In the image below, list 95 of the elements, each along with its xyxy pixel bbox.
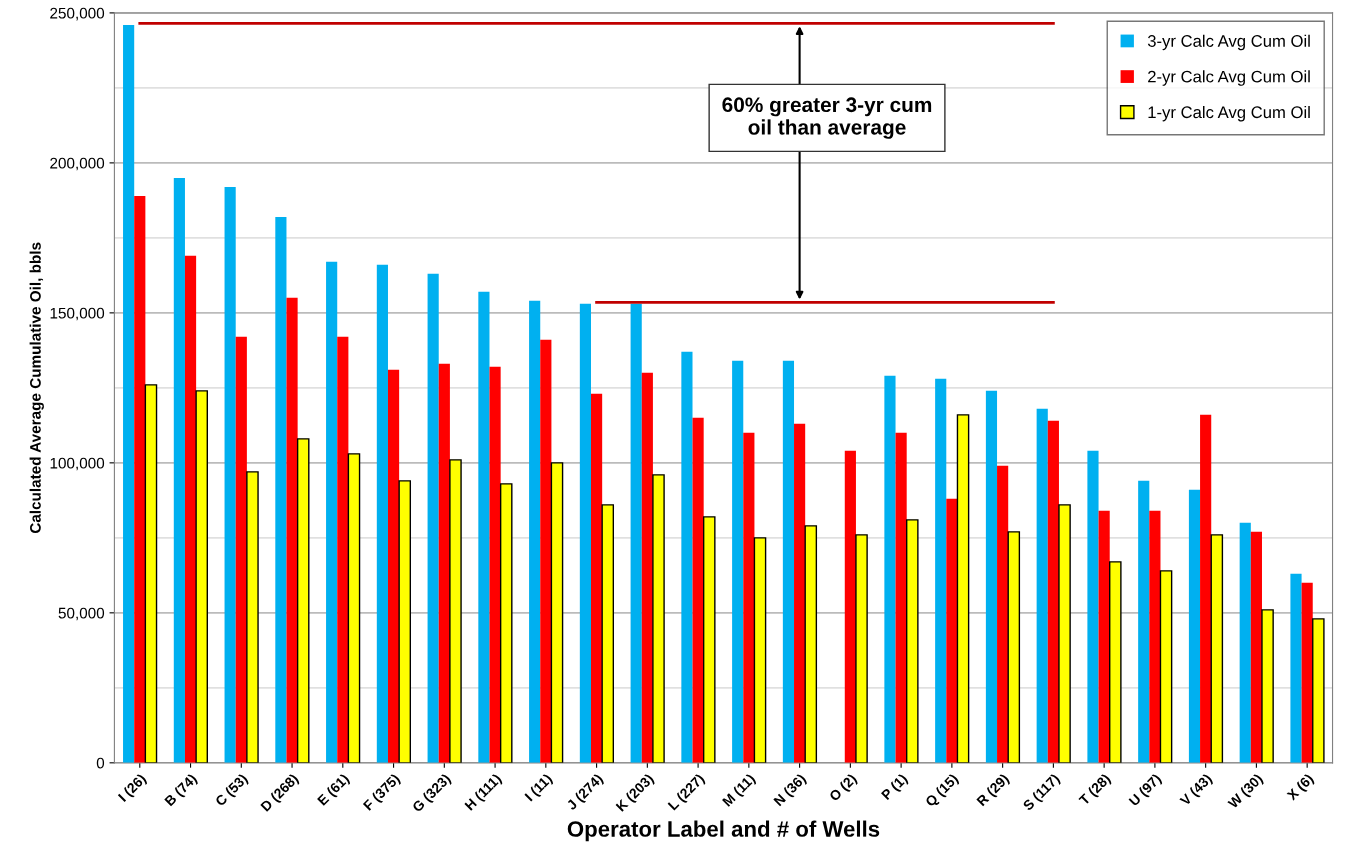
bar	[529, 300, 541, 763]
bar	[173, 177, 185, 763]
legend-label: 3-yr Calc Avg Cum Oil	[1147, 34, 1310, 51]
bar	[246, 471, 259, 763]
bar	[794, 423, 806, 763]
bar	[326, 261, 338, 763]
x-tick-label: O (2)	[828, 773, 860, 804]
bar	[1007, 531, 1021, 763]
y-axis-title: Calculated Average Cumulative Oil, bbls	[29, 242, 44, 534]
bar	[337, 336, 349, 763]
bar	[398, 480, 412, 763]
bar	[296, 438, 310, 763]
x-axis-title: Operator Label and # of Wells	[567, 820, 880, 842]
bar	[347, 453, 361, 763]
bar	[1261, 609, 1274, 763]
bar	[652, 474, 665, 763]
bar	[681, 351, 693, 763]
bar	[906, 519, 919, 763]
bar	[1047, 420, 1059, 763]
bar	[1109, 561, 1122, 763]
bar	[550, 462, 564, 763]
bar	[123, 24, 135, 763]
bar	[1290, 573, 1302, 763]
bar	[1087, 450, 1099, 763]
bar	[985, 390, 998, 763]
bar	[489, 366, 501, 763]
bar	[702, 516, 716, 763]
bar	[1250, 531, 1262, 763]
bar	[844, 450, 856, 763]
bar	[1239, 522, 1251, 763]
x-tick-label: Q (15)	[924, 773, 961, 810]
bar	[782, 360, 795, 763]
bar	[935, 378, 947, 763]
bar	[1058, 504, 1071, 763]
x-tick-label: V (43)	[1178, 773, 1215, 809]
bar	[235, 336, 247, 763]
y-tick-label: 150,000	[50, 307, 105, 321]
bar	[997, 465, 1009, 763]
bar	[630, 303, 642, 763]
bar	[144, 384, 158, 763]
x-tick-label: P (1)	[880, 773, 910, 803]
bar	[1188, 489, 1201, 763]
bar	[946, 498, 958, 763]
bar	[579, 303, 591, 763]
bar	[753, 537, 767, 763]
bar	[743, 432, 755, 763]
y-tick-label: 100,000	[50, 457, 105, 471]
bar	[427, 273, 439, 763]
bar	[195, 390, 208, 763]
bar	[1098, 510, 1110, 763]
bar	[1036, 408, 1048, 763]
bar	[449, 459, 462, 763]
bar	[591, 393, 603, 763]
y-tick-label: 50,000	[58, 607, 105, 621]
x-tick-label: I (26)	[117, 773, 149, 804]
bar	[1200, 414, 1212, 763]
bar	[692, 417, 704, 763]
bar	[884, 375, 896, 763]
bar	[540, 339, 552, 763]
bar	[376, 264, 388, 763]
x-tick-label: I (11)	[524, 773, 555, 804]
bar	[275, 216, 287, 763]
bar	[895, 432, 907, 763]
x-tick-label: N (36)	[772, 773, 809, 809]
x-tick-label: U (97)	[1128, 773, 1164, 809]
annotation: 60% greater 3-yr cum oil than average	[722, 97, 932, 139]
bar	[804, 525, 818, 763]
x-tick-label: E (61)	[316, 773, 352, 808]
bar	[387, 369, 400, 763]
bar	[732, 360, 744, 763]
bar	[224, 186, 236, 763]
bar	[1138, 480, 1150, 763]
y-tick-label: 200,000	[50, 157, 105, 171]
x-tick-label: M (11)	[721, 773, 758, 809]
bar	[1149, 510, 1161, 763]
y-tick-label: 0	[96, 757, 105, 769]
bar	[134, 195, 146, 763]
legend-label: 2-yr Calc Avg Cum Oil	[1148, 70, 1310, 86]
x-tick-label: X (6)	[1285, 773, 1316, 803]
bar	[499, 483, 513, 763]
bar	[1301, 582, 1313, 763]
legend-label: 1-yr Calc Avg Cum Oil	[1148, 105, 1310, 122]
bar	[1210, 534, 1224, 763]
bar	[438, 363, 450, 763]
x-tick-label: R (29)	[976, 773, 1012, 809]
bar	[601, 504, 615, 763]
bar	[1159, 570, 1173, 763]
bar	[478, 291, 490, 763]
y-tick-label: 250,000	[50, 7, 105, 21]
bar	[855, 534, 868, 763]
bar	[641, 372, 653, 763]
bar	[956, 414, 970, 763]
bar	[184, 255, 197, 763]
bar	[1312, 618, 1325, 763]
bar	[286, 297, 298, 763]
